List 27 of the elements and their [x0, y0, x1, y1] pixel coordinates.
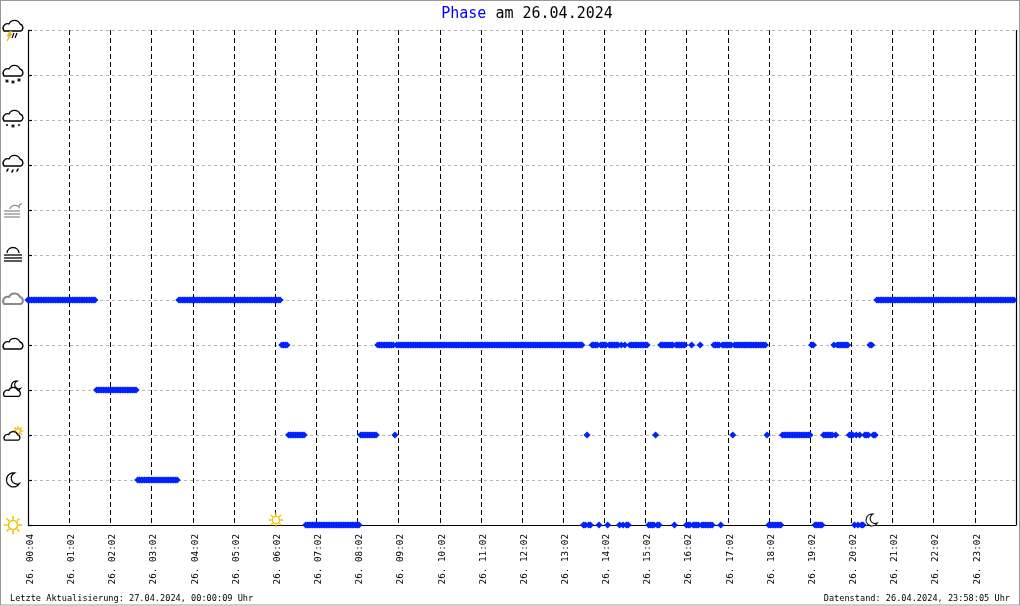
x-tick-label: 26. 22:02	[928, 534, 940, 585]
x-tick-label: 26. 20:02	[846, 534, 858, 585]
x-tick-label: 26. 02:02	[105, 534, 117, 585]
x-tick-label: 26. 15:02	[640, 534, 652, 585]
x-tick-label: 26. 00:04	[23, 533, 35, 585]
x-tick-label: 26. 01:02	[64, 534, 76, 585]
x-tick-label: 26. 17:02	[723, 534, 735, 585]
text: Letzte Aktualisierung: 27.04.2024, 00:00:09 Uhr	[10, 593, 254, 603]
x-tick-label: 26. 08:02	[352, 534, 364, 585]
x-tick-label: 26. 11:02	[476, 534, 488, 585]
x-tick-label: 26. 12:02	[517, 534, 529, 585]
x-tick-label: 26. 07:02	[311, 534, 323, 585]
x-tick-label: 26. 16:02	[681, 534, 693, 585]
x-tick-label: 26. 09:02	[393, 534, 405, 585]
x-tick-label: 26. 13:02	[558, 534, 570, 585]
chart-title: Phase am 26.04.2024	[441, 4, 613, 22]
x-tick-label: 26. 21:02	[887, 534, 899, 585]
x-tick-label: 26. 23:02	[970, 534, 982, 585]
x-tick-label: 26. 18:02	[764, 534, 776, 585]
x-tick-label: 26. 03:02	[146, 534, 158, 585]
x-tick-label: 26. 14:02	[599, 534, 611, 585]
x-tick-label: 26. 05:02	[229, 534, 241, 585]
x-tick-label: 26. 19:02	[805, 534, 817, 585]
x-tick-label: 26. 04:02	[188, 534, 200, 585]
text: Datenstand: 26.04.2024, 23:58:05 Uhr	[823, 593, 1010, 603]
x-tick-label: 26. 06:02	[270, 534, 282, 585]
x-tick-label: 26. 10:02	[435, 534, 447, 585]
